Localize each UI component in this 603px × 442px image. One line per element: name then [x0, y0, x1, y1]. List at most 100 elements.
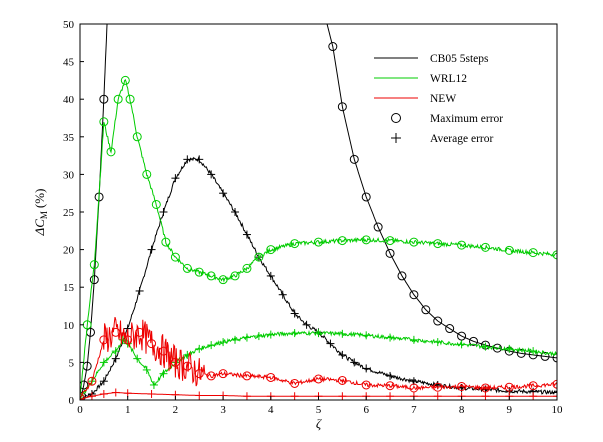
data-point-circle: [373, 222, 383, 232]
data-point-circle: [218, 275, 228, 285]
x-tick-label: 2: [173, 404, 179, 416]
data-point-circle: [87, 376, 97, 386]
data-point-circle: [385, 381, 395, 391]
data-point-circle: [151, 199, 161, 209]
data-point-circle: [349, 154, 359, 164]
data-point-circle: [170, 357, 180, 367]
data-point-plus: [529, 392, 538, 400]
data-point-circle: [290, 239, 300, 249]
data-point-circle: [504, 382, 514, 392]
data-point-plus: [87, 392, 96, 400]
data-point-circle: [132, 132, 142, 142]
data-point-circle: [125, 94, 135, 104]
data-point-plus: [338, 350, 347, 359]
data-point-circle: [99, 117, 109, 127]
data-point-circle: [480, 242, 490, 252]
data-point-plus: [302, 320, 311, 329]
data-point-circle: [89, 275, 99, 285]
x-tick-label: 4: [268, 404, 274, 416]
legend-label: NEW: [430, 93, 456, 105]
data-point-circle: [433, 382, 443, 392]
data-point-plus: [111, 347, 120, 356]
data-point-plus: [242, 230, 251, 239]
x-tick-label: 10: [552, 404, 564, 416]
x-tick-label: 0: [77, 404, 83, 416]
data-point-plus: [135, 286, 144, 295]
y-tick-label: 30: [63, 169, 75, 181]
data-point-circle: [266, 245, 276, 255]
y-tick-label: 10: [63, 320, 75, 332]
data-point-circle: [528, 248, 538, 258]
y-tick-label: 20: [63, 245, 75, 257]
data-point-circle: [120, 75, 130, 85]
data-point-circle: [158, 346, 168, 356]
data-point-circle: [242, 371, 252, 381]
series-new-max: [80, 316, 557, 400]
data-point-plus: [386, 392, 395, 400]
data-point-plus: [133, 354, 142, 363]
series-line: [80, 155, 557, 400]
data-point-plus: [149, 380, 158, 389]
data-point-circle: [361, 192, 371, 202]
data-point-circle: [194, 267, 204, 277]
data-point-circle: [337, 236, 347, 246]
x-tick-label: 9: [507, 404, 513, 416]
y-axis-label-unit: (%): [32, 189, 47, 209]
data-point-circle: [123, 335, 133, 345]
data-point-plus: [290, 309, 299, 318]
series-wrl12-max: [80, 75, 557, 400]
series-line: [80, 24, 108, 397]
data-point-circle: [457, 240, 467, 250]
data-point-plus: [207, 341, 216, 350]
data-point-plus: [481, 392, 490, 400]
data-point-plus: [195, 391, 204, 400]
data-point-plus: [386, 371, 395, 380]
data-point-plus: [481, 342, 490, 351]
data-point-plus: [433, 338, 442, 347]
x-axis-label: ζ: [316, 416, 322, 431]
data-point-circle: [337, 102, 347, 112]
data-point-plus: [433, 392, 442, 400]
data-point-circle: [230, 271, 240, 281]
data-point-plus: [338, 392, 347, 400]
data-point-plus: [290, 329, 299, 338]
data-point-plus: [80, 395, 84, 400]
data-point-plus: [195, 155, 204, 164]
data-point-plus: [142, 365, 151, 374]
x-tick-label: 5: [316, 404, 322, 416]
legend-label: Average error: [430, 133, 493, 145]
data-point-circle: [113, 94, 123, 104]
data-point-circle: [218, 369, 228, 379]
x-tick-label: 8: [459, 404, 465, 416]
data-point-circle: [135, 327, 145, 337]
data-point-circle: [182, 263, 192, 273]
data-point-plus: [207, 170, 216, 179]
data-point-circle: [445, 324, 455, 334]
data-point-circle: [142, 169, 152, 179]
series-wrl12-avg: [80, 329, 557, 400]
data-point-circle: [516, 348, 526, 358]
data-point-plus: [159, 208, 168, 216]
data-point-circle: [421, 305, 431, 315]
legend-label: CB05 5steps: [430, 53, 489, 65]
data-point-circle: [433, 239, 443, 249]
data-point-circle: [328, 42, 338, 52]
data-point-circle: [528, 381, 538, 391]
x-tick-label: 3: [220, 404, 226, 416]
data-point-circle: [457, 331, 467, 341]
series-cb05-5steps-avg: [80, 155, 557, 400]
x-tick-label: 7: [411, 404, 417, 416]
data-point-circle: [99, 94, 109, 104]
y-tick-label: 0: [69, 395, 75, 407]
data-point-plus: [147, 389, 156, 398]
data-point-circle: [409, 383, 419, 393]
data-point-plus: [183, 155, 192, 164]
data-point-plus: [242, 392, 251, 400]
series-line: [326, 24, 557, 359]
data-point-circle: [111, 327, 121, 337]
data-point-plus: [111, 388, 120, 397]
legend-item-new: NEW: [374, 93, 456, 105]
data-point-circle: [504, 245, 514, 255]
y-tick-label: 40: [63, 94, 75, 106]
